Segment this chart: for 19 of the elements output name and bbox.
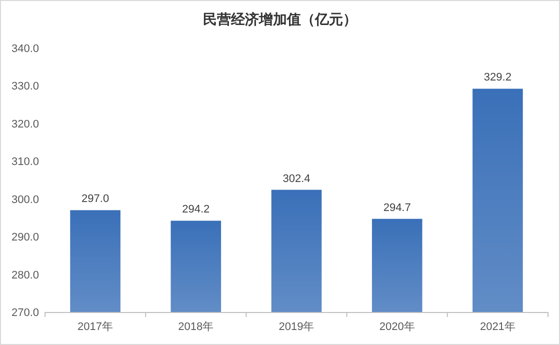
y-tick-label: 270.0 [11, 307, 39, 319]
data-label: 297.0 [82, 193, 110, 206]
data-label: 329.2 [484, 72, 512, 84]
x-tick-label: 2020年 [379, 321, 415, 333]
chart-title: 民营经济增加值（亿元） [203, 11, 357, 27]
x-tick-label: 2017年 [78, 321, 114, 333]
data-label: 302.4 [282, 172, 310, 185]
y-tick-label: 340.0 [11, 43, 39, 55]
y-tick-label: 330.0 [11, 80, 39, 93]
data-label: 294.2 [182, 204, 210, 216]
x-tick-label: 2021年 [480, 321, 516, 333]
y-tick-label: 320.0 [11, 118, 39, 130]
data-label: 294.7 [383, 202, 411, 214]
y-tick-label: 280.0 [11, 269, 39, 282]
y-tick-label: 300.0 [11, 194, 39, 206]
x-tick-label: 2019年 [278, 321, 314, 333]
y-tick-label: 310.0 [11, 156, 39, 168]
y-tick-label: 290.0 [11, 232, 39, 244]
x-tick-label: 2018年 [178, 321, 214, 333]
